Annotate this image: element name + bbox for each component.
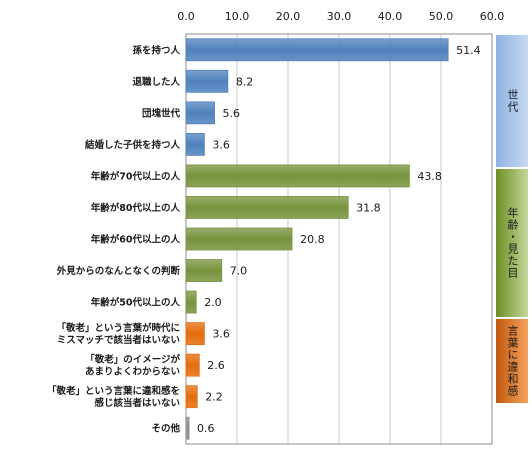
bar-7 — [185, 259, 223, 282]
bar-3 — [185, 132, 205, 156]
category-label-12: その他 — [151, 423, 180, 435]
group-panel-word-discomfort: 言葉に違和感 — [495, 318, 529, 404]
bar-value-label-7: 7.0 — [230, 265, 248, 278]
bar-value-label-0: 51.4 — [456, 44, 481, 57]
group-label-word-discomfort: 言葉に違和感 — [506, 325, 519, 397]
bar-12 — [185, 416, 190, 440]
bar-value-label-8: 2.0 — [204, 296, 222, 309]
bar-4 — [185, 164, 410, 188]
bar-0 — [185, 38, 449, 62]
bar-10 — [185, 353, 200, 377]
bar-value-label-5: 31.8 — [356, 201, 381, 214]
bar-11 — [185, 385, 198, 409]
category-label-0: 孫を持つ人 — [132, 44, 180, 56]
category-label-4: 年齢が70代以上の人 — [91, 170, 181, 182]
category-label-11: 「敬老」という言葉に違和感を感じ該当者はいない — [47, 385, 180, 409]
bar-6 — [185, 227, 293, 251]
category-label-5: 年齢が80代以上の人 — [91, 202, 181, 214]
bar-value-label-1: 8.2 — [236, 75, 254, 88]
bar-value-label-10: 2.6 — [207, 359, 225, 372]
bar-9 — [185, 322, 205, 346]
x-tick-label-3: 30.0 — [327, 10, 352, 23]
group-panel-age-appearance: 年齢・見た目 — [495, 168, 529, 318]
category-label-2: 団塊世代 — [142, 107, 181, 119]
x-tick-label-5: 50.0 — [429, 10, 454, 23]
category-label-1: 退職した人 — [132, 76, 180, 88]
bar-value-label-12: 0.6 — [197, 422, 215, 435]
x-tick-label-6: 60.0 — [480, 10, 505, 23]
category-label-8: 年齢が50代以上の人 — [91, 297, 181, 309]
bar-2 — [185, 101, 215, 125]
group-label-generation: 世代 — [506, 89, 519, 113]
bar-value-label-3: 3.6 — [212, 138, 230, 151]
group-panel-generation: 世代 — [495, 34, 529, 168]
group-label-age-appearance: 年齢・見た目 — [506, 207, 519, 279]
x-tick-label-2: 20.0 — [276, 10, 301, 23]
bar-8 — [185, 290, 197, 314]
category-label-6: 年齢が60代以上の人 — [91, 234, 181, 246]
bar-value-label-4: 43.8 — [417, 170, 442, 183]
category-label-10: 「敬老」のイメージがあまりよくわからない — [85, 354, 181, 378]
bar-value-label-2: 5.6 — [223, 107, 241, 120]
category-label-7: 外見からのなんとなくの判断 — [56, 265, 181, 277]
category-label-9: 「敬老」という言葉が時代にミスマッチで該当者はいない — [56, 322, 180, 346]
bar-1 — [185, 69, 229, 93]
x-tick-label-1: 10.0 — [225, 10, 250, 23]
category-label-3: 結婚した子供を持つ人 — [85, 139, 181, 151]
bar-value-label-11: 2.2 — [205, 391, 223, 404]
bar-value-label-6: 20.8 — [300, 233, 325, 246]
x-tick-label-0: 0.0 — [177, 10, 195, 23]
bar-value-label-9: 3.6 — [212, 328, 230, 341]
x-tick-label-4: 40.0 — [378, 10, 403, 23]
bar-5 — [185, 196, 349, 219]
